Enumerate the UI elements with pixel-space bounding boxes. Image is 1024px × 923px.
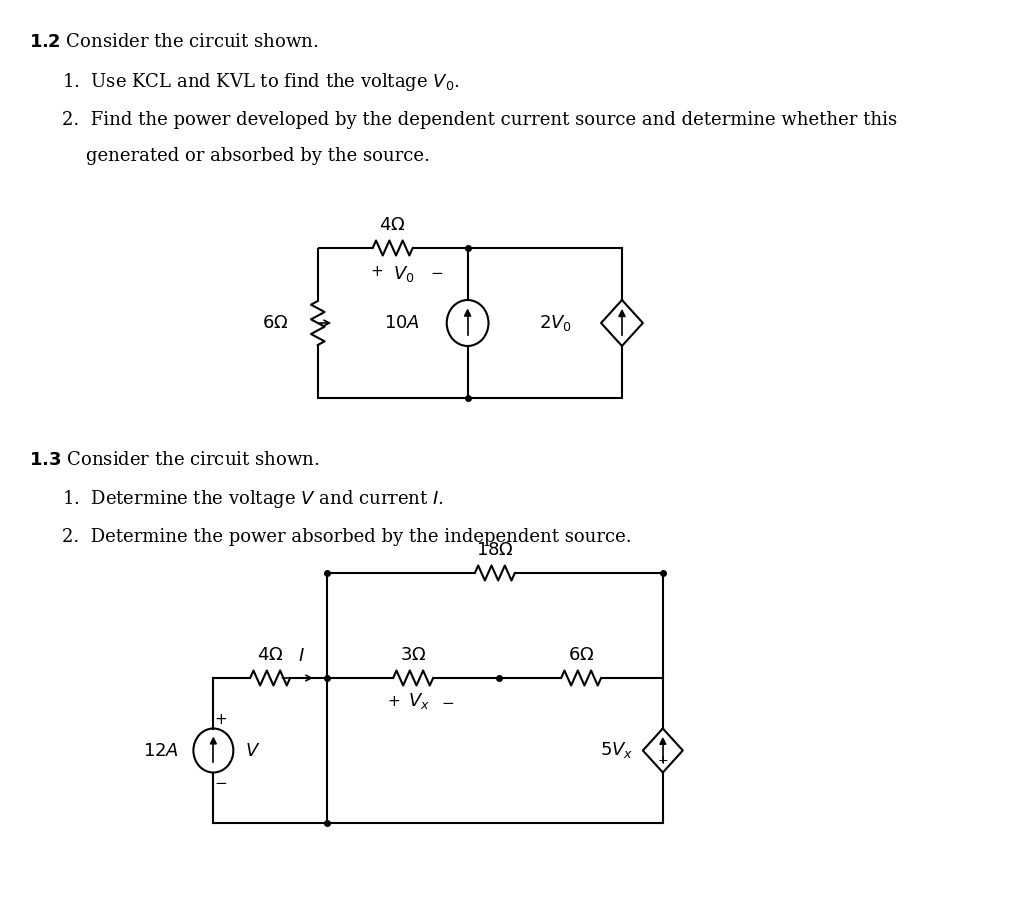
Text: $-$: $-$: [214, 775, 227, 789]
Polygon shape: [465, 309, 471, 316]
Text: $3\Omega$: $3\Omega$: [400, 646, 426, 664]
Text: $+$: $+$: [370, 265, 383, 279]
Text: 1.  Determine the voltage $V$ and current $I$.: 1. Determine the voltage $V$ and current…: [61, 488, 443, 510]
Text: $I$: $I$: [298, 647, 305, 665]
Polygon shape: [210, 737, 216, 744]
Text: $4\Omega$: $4\Omega$: [257, 646, 284, 664]
Text: $V_0$: $V_0$: [393, 264, 415, 284]
Text: $18\Omega$: $18\Omega$: [476, 541, 514, 559]
Text: generated or absorbed by the source.: generated or absorbed by the source.: [86, 147, 430, 165]
Text: $-$: $-$: [441, 694, 455, 709]
Text: $\bf{1.2}$ Consider the circuit shown.: $\bf{1.2}$ Consider the circuit shown.: [29, 33, 318, 51]
Text: $-$: $-$: [430, 265, 442, 279]
Text: $V_x$: $V_x$: [408, 691, 429, 711]
Text: $+$: $+$: [657, 754, 669, 767]
Text: $2V_0$: $2V_0$: [539, 313, 572, 333]
Polygon shape: [618, 310, 625, 317]
Text: 1.  Use KCL and KVL to find the voltage $V_0$.: 1. Use KCL and KVL to find the voltage $…: [61, 71, 460, 93]
Text: $6\Omega$: $6\Omega$: [262, 314, 289, 332]
Text: $+$: $+$: [214, 713, 227, 727]
Polygon shape: [659, 738, 666, 744]
Text: $+$: $+$: [387, 694, 399, 709]
Text: $V$: $V$: [245, 741, 260, 760]
Text: 2.  Find the power developed by the dependent current source and determine wheth: 2. Find the power developed by the depen…: [61, 111, 897, 129]
Text: 2.  Determine the power absorbed by the independent source.: 2. Determine the power absorbed by the i…: [61, 528, 632, 546]
Text: $12A$: $12A$: [143, 741, 179, 760]
Text: $\bf{1.3}$ Consider the circuit shown.: $\bf{1.3}$ Consider the circuit shown.: [29, 451, 319, 469]
Text: $10A$: $10A$: [384, 314, 421, 332]
Text: $4\Omega$: $4\Omega$: [380, 216, 406, 234]
Text: $5V_x$: $5V_x$: [600, 740, 634, 761]
Text: $6\Omega$: $6\Omega$: [568, 646, 594, 664]
